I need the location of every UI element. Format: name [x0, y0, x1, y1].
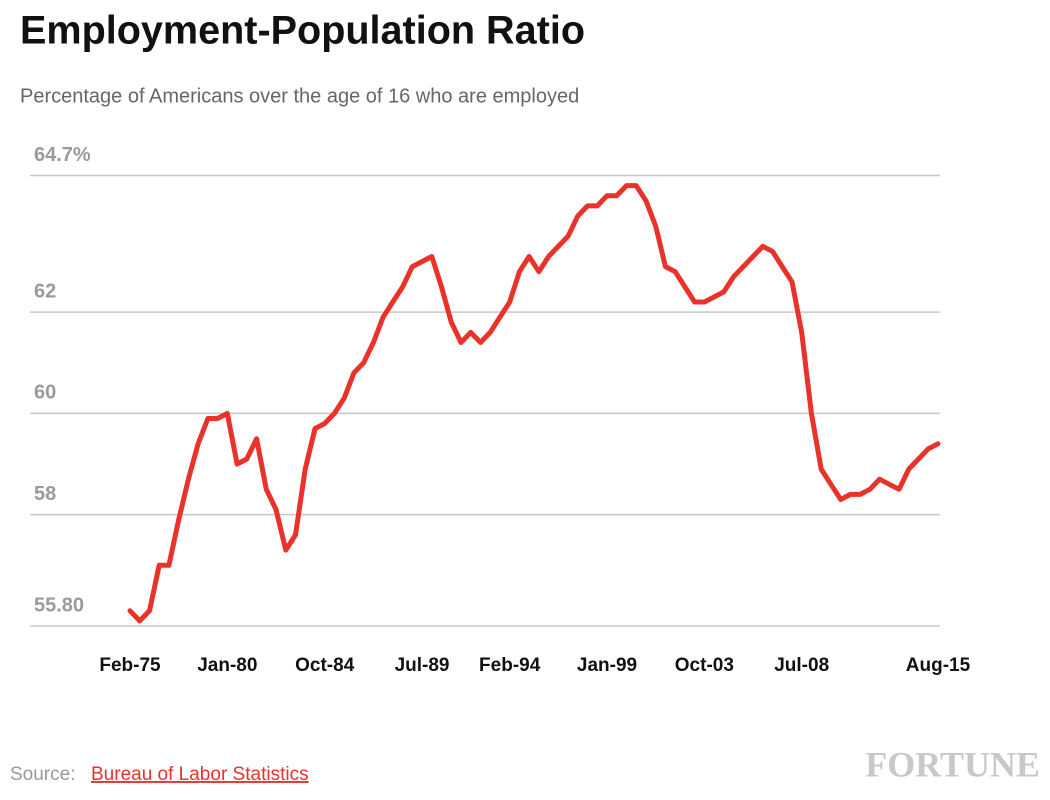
x-tick-label: Aug-15 — [906, 655, 971, 676]
y-tick-label: 55.80 — [34, 594, 84, 616]
y-tick-label: 62 — [34, 280, 56, 302]
y-tick-label: 58 — [34, 483, 56, 505]
x-tick-label: Oct-03 — [675, 655, 734, 676]
x-tick-label: Jan-80 — [197, 655, 257, 676]
x-tick-label: Feb-75 — [99, 655, 161, 676]
source-link[interactable]: Bureau of Labor Statistics — [91, 764, 309, 785]
source-label: Source: — [10, 764, 75, 785]
chart-title: Employment-Population Ratio — [20, 9, 585, 53]
brand-logo: FORTUNE — [865, 744, 1040, 784]
x-tick-label: Jul-08 — [774, 655, 829, 676]
data-line — [127, 183, 941, 624]
x-tick-label: Feb-94 — [479, 655, 541, 676]
y-tick-label: 60 — [34, 382, 56, 404]
x-tick-label: Jul-89 — [395, 655, 450, 676]
x-tick-label: Oct-84 — [295, 655, 355, 676]
chart-subtitle: Percentage of Americans over the age of … — [20, 85, 579, 107]
y-tick-label: 64.7% — [34, 144, 91, 166]
x-tick-label: Jan-99 — [577, 655, 637, 676]
